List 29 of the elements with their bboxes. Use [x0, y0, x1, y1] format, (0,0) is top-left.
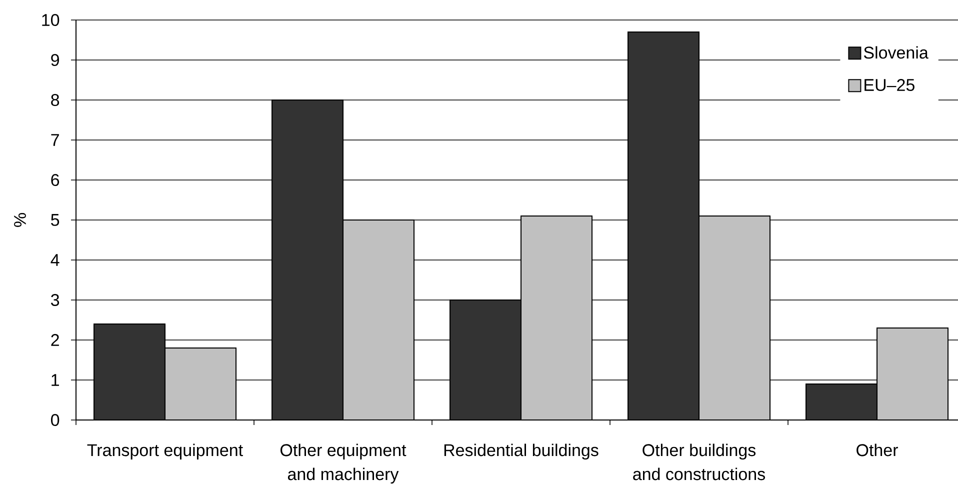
y-tick-label: 9: [51, 54, 59, 66]
bar: [521, 216, 592, 420]
x-tick-label: Transport equipment: [87, 444, 243, 460]
bar: [628, 32, 700, 420]
x-tick-label: Other buildings and constructions: [633, 444, 765, 480]
y-tick-label: 10: [42, 14, 60, 26]
legend-label: EU–25: [864, 78, 914, 92]
x-tick-label: Residential buildings: [444, 444, 598, 460]
y-tick-label: 4: [50, 254, 60, 266]
bar: [699, 216, 770, 420]
y-tick-label: 3: [50, 294, 60, 306]
bar: [450, 300, 522, 420]
y-tick-label: 2: [51, 334, 59, 346]
y-tick-label: 5: [51, 214, 60, 226]
y-tick-label: 1: [52, 374, 59, 386]
legend-label: Slovenia: [864, 46, 928, 59]
bar: [94, 324, 165, 420]
y-tick-label: 6: [51, 174, 60, 186]
bar: [272, 100, 344, 420]
bar: [876, 328, 949, 420]
y-tick-label: 0: [51, 414, 60, 426]
bar: [806, 384, 878, 420]
x-tick-label: Other: [856, 444, 898, 456]
bar: [343, 220, 414, 420]
y-tick-label: 8: [51, 94, 60, 106]
y-axis-title: %: [14, 213, 26, 227]
x-tick-label: Other equipment and machinery: [280, 444, 406, 484]
y-tick-label: 7: [51, 134, 59, 146]
bar: [165, 348, 236, 420]
